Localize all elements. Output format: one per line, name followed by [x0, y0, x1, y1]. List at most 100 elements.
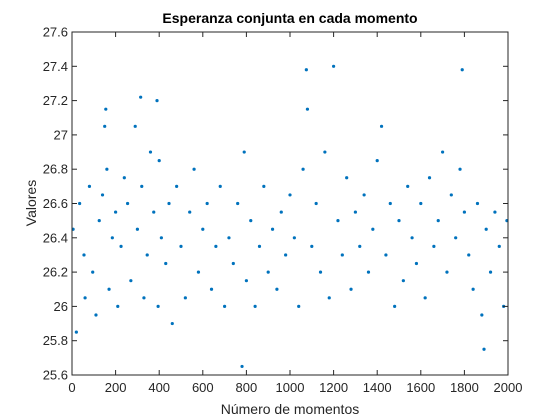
data-point — [170, 321, 174, 326]
data-point — [327, 296, 331, 300]
data-point — [460, 68, 464, 72]
x-tick-label: 1200 — [319, 380, 348, 395]
data-point — [114, 210, 118, 214]
data-point — [253, 304, 257, 308]
data-point — [454, 236, 458, 240]
data-point — [393, 304, 397, 308]
data-point — [91, 270, 95, 274]
data-point — [218, 184, 222, 188]
data-point — [214, 244, 218, 248]
plot-frame — [71, 31, 509, 376]
y-tick-label: 26 — [54, 299, 68, 314]
data-point — [345, 176, 349, 180]
data-point — [107, 287, 111, 291]
data-point — [340, 253, 344, 257]
data-point — [135, 227, 139, 231]
axes — [71, 31, 509, 376]
data-point — [462, 210, 466, 214]
y-tick-label: 27.6 — [43, 25, 68, 40]
data-point — [484, 227, 488, 231]
x-tick-label: 1800 — [450, 380, 479, 395]
data-point — [205, 201, 209, 206]
data-point — [384, 253, 388, 257]
x-axis-ticks: 0 200 400 600 800 1000 1200 1400 1600 1800 2000 — [68, 32, 522, 395]
data-point — [110, 236, 114, 240]
data-point — [103, 124, 107, 128]
x-tick-label: 1600 — [406, 380, 435, 395]
data-point — [410, 236, 414, 240]
data-point — [358, 244, 362, 248]
y-tick-label: 25.6 — [43, 368, 68, 383]
data-point — [139, 95, 143, 99]
data-point — [467, 253, 471, 257]
data-point — [148, 150, 153, 154]
data-point — [156, 304, 160, 308]
data-point — [133, 124, 137, 128]
x-tick-label: 400 — [148, 380, 170, 395]
data-point — [201, 227, 205, 231]
data-point — [301, 167, 305, 171]
data-point — [209, 287, 214, 291]
data-point — [275, 287, 279, 291]
data-point — [240, 364, 244, 369]
data-point — [157, 159, 161, 163]
data-point — [475, 201, 480, 206]
data-point — [196, 270, 201, 274]
y-tick-label: 27.2 — [43, 93, 68, 108]
data-point — [445, 270, 449, 274]
data-point — [310, 244, 314, 248]
data-point — [183, 296, 187, 300]
data-point — [471, 287, 475, 291]
data-point — [142, 296, 146, 300]
x-tick-label: 1400 — [363, 380, 392, 395]
data-point — [375, 159, 379, 163]
data-point — [436, 219, 440, 223]
data-point — [423, 296, 427, 300]
data-point — [323, 150, 327, 154]
data-point — [242, 150, 246, 154]
data-point — [140, 184, 144, 188]
data-point — [284, 253, 288, 257]
data-point — [482, 347, 486, 351]
data-point — [74, 330, 78, 334]
data-point — [488, 270, 493, 274]
data-point — [379, 124, 384, 128]
data-point — [82, 253, 86, 257]
data-point — [175, 184, 179, 188]
data-point — [167, 201, 171, 206]
data-point — [244, 279, 248, 283]
data-point — [353, 210, 357, 214]
data-point — [122, 176, 126, 180]
data-point — [458, 167, 462, 171]
y-axis-label: Valores — [23, 180, 39, 226]
data-point — [401, 279, 405, 283]
data-point — [288, 193, 292, 197]
data-point — [480, 313, 484, 317]
x-tick-label: 200 — [105, 380, 127, 395]
data-point — [159, 236, 163, 240]
data-point — [100, 193, 105, 197]
data-point — [257, 244, 262, 248]
data-point — [441, 150, 445, 154]
data-point — [304, 68, 308, 72]
data-point — [292, 236, 296, 240]
y-tick-label: 26.2 — [43, 265, 68, 280]
data-point — [129, 279, 133, 283]
y-tick-label: 26.4 — [43, 230, 68, 245]
data-point — [227, 236, 231, 240]
data-points — [71, 64, 509, 369]
chart-title: Esperanza conjunta en cada momento — [162, 10, 417, 26]
data-point — [152, 210, 156, 214]
data-point — [164, 261, 168, 266]
data-point — [231, 261, 235, 266]
y-tick-label: 26.8 — [43, 162, 68, 177]
y-axis-ticks: 25.6 25.8 26 26.2 26.4 26.6 26.8 27 27.2 27.4 27.6 — [43, 25, 508, 383]
data-point — [497, 244, 501, 248]
data-point — [145, 253, 149, 257]
data-point — [104, 107, 108, 111]
data-point — [314, 201, 318, 206]
x-tick-label: 800 — [236, 380, 258, 395]
data-point — [336, 219, 340, 223]
data-point — [305, 107, 310, 111]
